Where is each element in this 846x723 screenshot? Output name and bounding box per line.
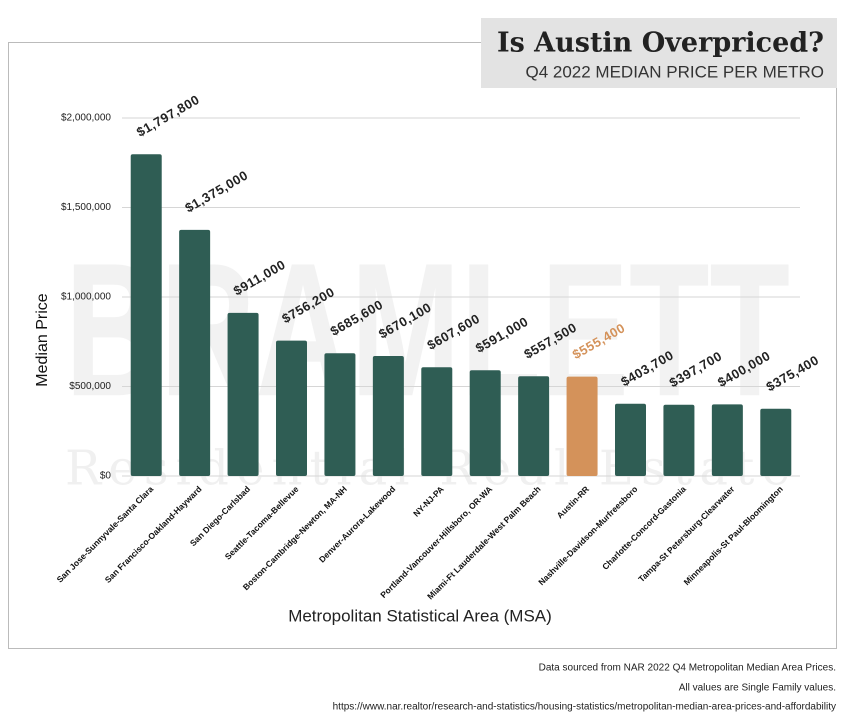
y-tick-label: $1,500,000	[61, 202, 111, 213]
source-note: https://www.nar.realtor/research-and-sta…	[333, 702, 836, 713]
bar	[663, 404, 695, 476]
bar	[227, 312, 259, 476]
chart-subtitle: Q4 2022 MEDIAN PRICE PER METRO	[525, 62, 824, 81]
bar	[469, 370, 501, 476]
bar	[711, 404, 743, 476]
bar	[760, 408, 792, 476]
bar	[130, 154, 162, 477]
bar	[615, 403, 646, 476]
source-note: Data sourced from NAR 2022 Q4 Metropolit…	[539, 663, 836, 674]
bar	[421, 367, 453, 476]
source-note: All values are Single Family values.	[679, 683, 836, 694]
bar	[179, 229, 211, 476]
y-tick-label: $0	[100, 471, 112, 482]
bar	[566, 376, 598, 476]
bar	[518, 376, 550, 476]
y-tick-label: $500,000	[69, 381, 111, 392]
y-axis-label: Median Price	[34, 293, 51, 386]
title-box	[481, 18, 837, 88]
y-tick-label: $2,000,000	[61, 113, 111, 124]
y-tick-label: $1,000,000	[61, 292, 111, 303]
bar	[324, 353, 356, 476]
x-axis-label: Metropolitan Statistical Area (MSA)	[288, 606, 552, 625]
chart-title: Is Austin Overpriced?	[497, 28, 824, 59]
bar	[276, 340, 307, 476]
bar	[372, 356, 404, 476]
